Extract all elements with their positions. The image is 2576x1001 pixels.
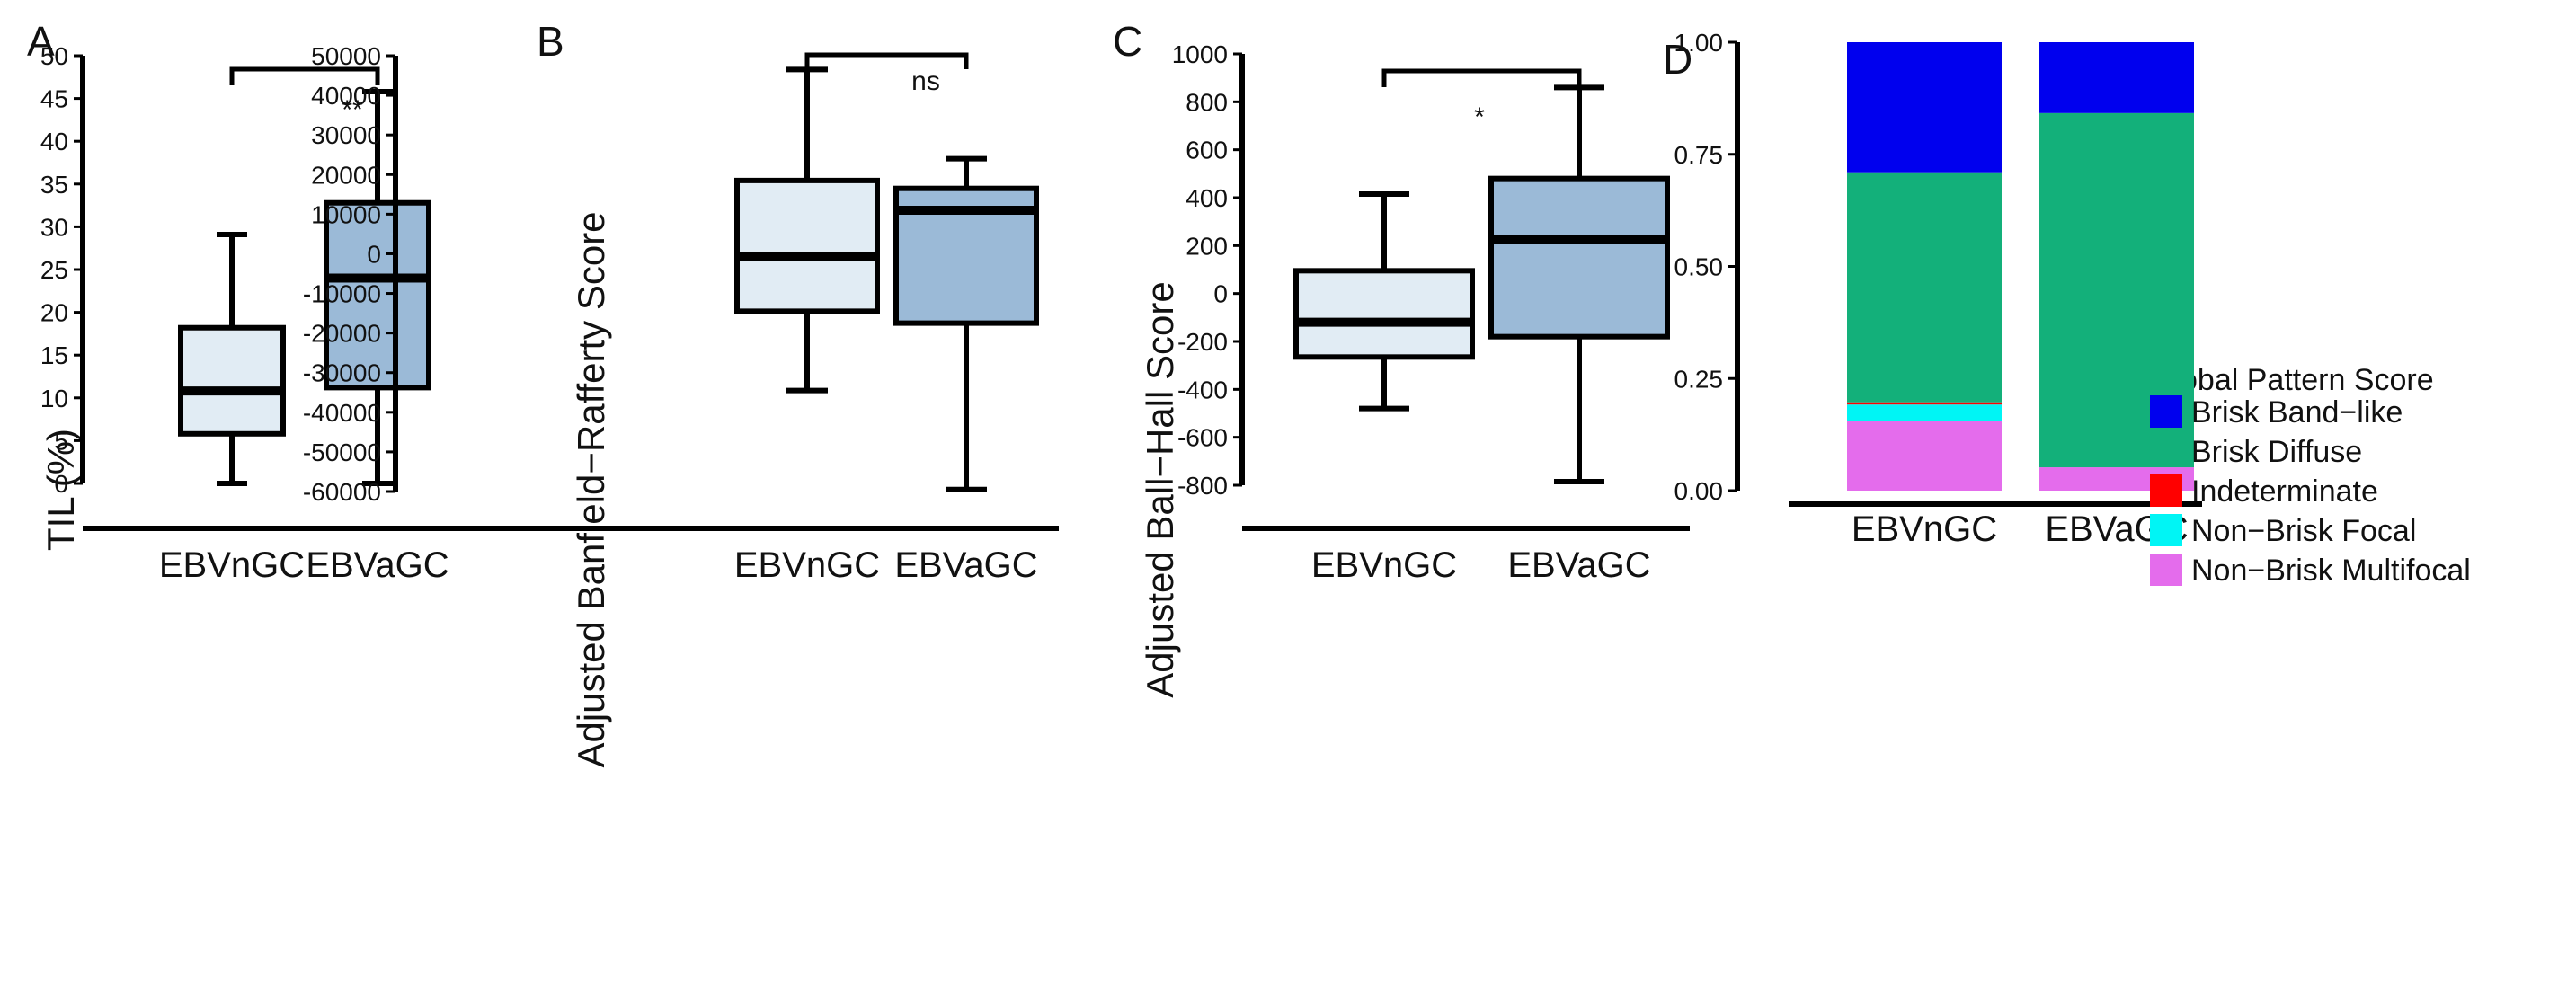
panel-b-y-tick-label: -20000 [303,320,381,348]
panel-a-plot: 0 5 10 15 20 25 30 35 40 45 50 EBVnGC EBVaGC [40,42,451,585]
panel-d-bar-segment-ebvngc [1847,402,2002,405]
panel-a-category-label: EBVaGC [306,545,449,585]
legend-swatch [2150,435,2182,467]
panel-b-y-tick-label: 10000 [311,200,381,228]
panel-c-y-tick-label: 1000 [1172,40,1228,68]
panel-b-category-label: EBVaGC [894,545,1037,585]
panel-a-y-axis-label: TIL (%) [40,429,82,551]
panel-c-letter: C [1113,18,1142,65]
panel-a-letter: A [27,18,55,65]
panel-a-y-tick-label: 30 [40,213,68,241]
panel-d-bar-segment-ebvngc [1847,421,2002,491]
panel-d-bar-segment-ebvngc [1847,404,2002,421]
panel-d-letter: D [1663,36,1692,83]
panel-a-y-tick-label: 25 [40,256,68,284]
panel-b-y-tick-label: -40000 [303,399,381,427]
panel-d: D Global Pattern Score 0.00 0.25 0.50 0.75 1… [1663,29,2471,588]
panel-c-y-tick-label: 800 [1186,88,1228,116]
panel-a-box-ebvagc [324,199,431,391]
panel-d-y-tick-label: 1.00 [1674,29,1724,57]
legend-swatch [2150,474,2182,507]
panel-b-y-tick-label: 40000 [311,82,381,110]
panel-a-box-ebvngc [178,324,286,437]
panel-a-y-tick-label: 10 [40,385,68,412]
panel-b-category-label: EBVnGC [734,545,880,585]
panel-a-category-label: EBVnGC [159,545,305,585]
panel-b-letter: B [537,18,564,65]
panel-b-plot: -60000 -50000 -40000 -30000 -20000 -10000 0 100… [303,42,1059,585]
panel-b-significance-label: ns [911,66,940,96]
panel-a-y-tick-label: 50 [40,42,68,70]
panel-b-y-tick-label: -10000 [303,280,381,308]
panel-d-bar-segment-ebvngc [1847,172,2002,403]
panel-d-y-tick-label: 0.00 [1674,477,1724,505]
panel-c-significance-bracket [1381,68,1582,87]
panel-d-bar-segment-ebvagc [2039,42,2194,113]
legend-swatch [2150,554,2182,586]
panel-b-y-tick-label: -50000 [303,438,381,466]
panel-c-y-axis-label: Adjusted Ball−Hall Score [1139,281,1181,697]
panel-a-y-tick-label: 35 [40,171,68,199]
panel-a: A TIL (%) ** 0 5 10 15 20 25 30 35 40 45 50 EBVnGC E… [27,18,451,585]
panel-a-y-tick-label: 20 [40,299,68,327]
panel-b-y-tick-label: 50000 [311,42,381,70]
panel-d-y-tick-label: 0.50 [1674,253,1724,281]
panel-a-significance-bracket [229,66,380,85]
legend-item-label: Brisk Diffuse [2191,435,2362,469]
legend-item-label: Indeterminate [2191,474,2378,509]
panel-b-y-axis-label: Adjusted Banfield−Rafferty Score [570,211,612,767]
legend-item-label: Brisk Band−like [2191,395,2403,430]
legend-item-label: Non−Brisk Multifocal [2191,554,2471,588]
panel-a-y-tick-label: 40 [40,128,68,155]
panel-c-category-label: EBVaGC [1507,545,1650,585]
panel-c-box-ebvngc [1293,268,1475,360]
panel-a-y-tick-label: 15 [40,341,68,369]
legend-title: Global Pattern Score [2150,363,2434,397]
panel-b-box-ebvngc [734,177,880,314]
panel-c-box-ebvagc [1488,175,1670,340]
panel-b-significance-bracket [804,52,969,69]
legend-swatch [2150,395,2182,428]
legend-item-label: Non−Brisk Focal [2191,514,2416,548]
panel-b: B Adjusted Banfield−Rafferty Score ns -6… [303,18,1059,768]
panel-a-y-tick-label: 45 [40,85,68,113]
panel-c-significance-label: * [1474,102,1485,132]
panel-c-y-tick-label: -600 [1177,424,1228,452]
panel-c-y-tick-label: 400 [1186,184,1228,212]
panel-d-y-tick-label: 0.75 [1674,141,1724,169]
panel-d-category-label: EBVnGC [1852,509,1997,549]
panel-b-y-tick-label: -60000 [303,478,381,506]
panel-c-y-tick-label: -200 [1177,328,1228,356]
panel-b-y-tick-label: 0 [367,240,381,268]
legend-swatch [2150,514,2182,546]
panel-c: C Adjusted Ball−Hall Score * -800 -600 -40… [1113,18,1690,698]
panel-d-bar-segment-ebvngc [1847,42,2002,173]
panel-c-y-tick-label: -400 [1177,376,1228,403]
panel-c-plot: -800 -600 -400 -200 0 200 400 600 800 1000 EBVnGC E… [1172,40,1690,585]
panel-a-significance-label: ** [342,95,363,125]
panel-b-y-tick-label: 20000 [311,161,381,189]
panel-a-y-tick-label: 0 [54,470,68,498]
panel-c-category-label: EBVnGC [1311,545,1457,585]
panel-c-y-tick-label: -800 [1177,472,1228,500]
panel-b-y-tick-label: -30000 [303,359,381,387]
panel-d-y-tick-label: 0.25 [1674,365,1724,393]
panel-c-y-tick-label: 0 [1213,280,1228,308]
panel-c-y-tick-label: 200 [1186,232,1228,260]
panel-b-y-tick-label: 30000 [311,121,381,149]
panel-a-y-tick-label: 5 [54,427,68,455]
panel-c-y-tick-label: 600 [1186,137,1228,164]
